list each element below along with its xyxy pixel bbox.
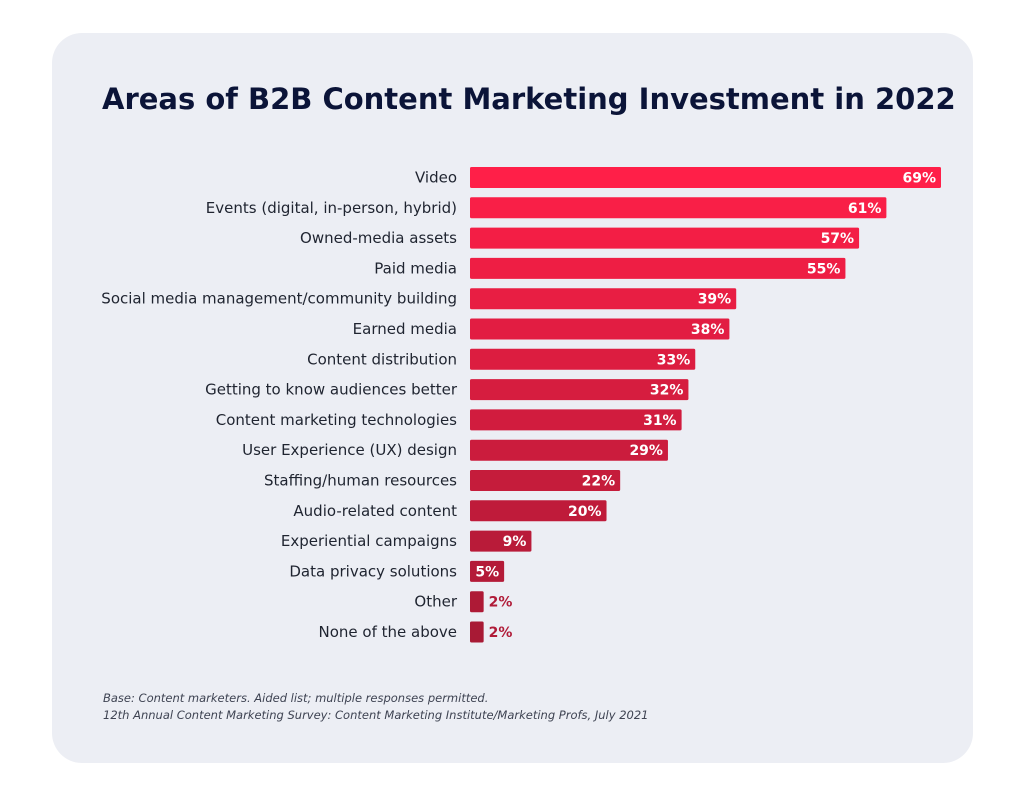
footnote-source: 12th Annual Content Marketing Survey: Co… xyxy=(103,708,649,722)
category-label: Experiential campaigns xyxy=(281,532,457,550)
bar xyxy=(470,439,668,461)
value-label: 39% xyxy=(698,292,732,308)
value-label: 9% xyxy=(503,534,527,550)
bar xyxy=(470,318,730,340)
bar xyxy=(470,560,505,582)
category-label: Other xyxy=(414,593,457,611)
bar xyxy=(470,257,846,279)
bar xyxy=(470,197,887,219)
value-label: 22% xyxy=(582,474,616,490)
category-label: None of the above xyxy=(318,623,457,641)
bar xyxy=(470,167,941,188)
category-label: Events (digital, in-person, hybrid) xyxy=(206,199,457,217)
category-label: Content marketing technologies xyxy=(216,411,457,429)
category-label: Owned-media assets xyxy=(300,229,457,247)
chart-title: Areas of B2B Content Marketing Investmen… xyxy=(102,82,956,116)
value-label: 5% xyxy=(475,564,499,580)
category-label: Data privacy solutions xyxy=(289,562,457,580)
value-label: 57% xyxy=(821,231,855,247)
category-label: Staffing/human resources xyxy=(264,472,457,490)
bar xyxy=(470,288,737,310)
value-label: 32% xyxy=(650,383,684,399)
category-label: Getting to know audiences better xyxy=(205,381,458,399)
bar xyxy=(470,227,860,249)
value-label: 2% xyxy=(489,595,513,611)
footnote-base: Base: Content marketers. Aided list; mul… xyxy=(103,691,489,705)
value-label: 55% xyxy=(807,261,841,277)
value-label: 38% xyxy=(691,322,725,338)
value-label: 20% xyxy=(568,504,602,520)
bar xyxy=(470,470,621,491)
category-label: Content distribution xyxy=(307,350,457,368)
category-label: Paid media xyxy=(374,259,457,277)
category-label: User Experience (UX) design xyxy=(242,441,457,459)
value-label: 2% xyxy=(489,625,513,641)
value-label: 69% xyxy=(902,171,936,187)
bar xyxy=(470,530,532,552)
bar xyxy=(470,348,696,370)
category-label: Audio-related content xyxy=(293,502,457,520)
value-label: 61% xyxy=(848,201,882,217)
value-label: 33% xyxy=(657,352,691,368)
category-label: Earned media xyxy=(353,320,457,338)
value-label: 31% xyxy=(643,413,677,429)
category-label: Video xyxy=(415,169,457,187)
bar xyxy=(470,591,484,613)
bar xyxy=(470,379,689,401)
bar xyxy=(470,621,484,643)
bar xyxy=(470,409,682,431)
category-label: Social media management/community buildi… xyxy=(101,290,457,308)
bar xyxy=(470,500,607,522)
value-label: 29% xyxy=(629,443,663,459)
